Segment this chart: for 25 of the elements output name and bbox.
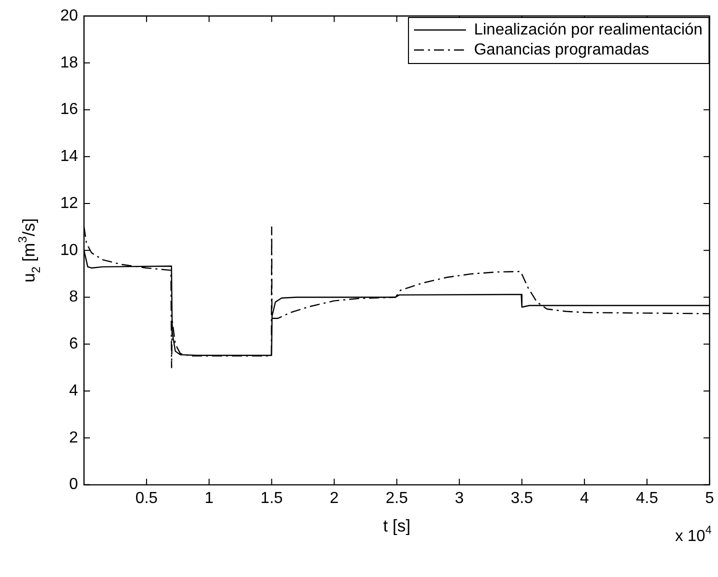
x-axis-title: t [s] [383, 516, 410, 536]
y-tick-label: 2 [69, 429, 78, 446]
x-tick-label: 3.5 [510, 490, 534, 507]
x-tick-label: 2.5 [386, 490, 408, 507]
x-tick-label: 4 [580, 490, 589, 507]
y-tick-label: 4 [69, 382, 78, 400]
legend-label: Ganancias programadas [474, 41, 650, 58]
x-tick-label: 5 [705, 490, 714, 507]
y-tick-label: 8 [69, 288, 78, 306]
x-tick-label: 0.5 [135, 490, 158, 507]
legend-label: Linealización por realimentación [474, 21, 703, 38]
x-tick-label: 3 [454, 490, 464, 507]
y-tick-label: 10 [60, 242, 78, 259]
y-tick-label: 18 [60, 54, 78, 72]
x-tick-label: 2 [330, 490, 339, 507]
x-tick-label: 1.5 [260, 490, 283, 507]
y-tick-label: 20 [60, 7, 78, 24]
y-tick-label: 14 [60, 148, 78, 166]
y-tick-label: 0 [69, 476, 78, 494]
y-tick-label: 16 [60, 101, 78, 118]
x-tick-label: 1 [204, 490, 214, 507]
y-axis-title: u2 [m3/s] [15, 218, 44, 283]
y-tick-label: 6 [69, 336, 78, 353]
x-tick-label: 4.5 [636, 490, 658, 507]
y-tick-label: 12 [60, 194, 78, 212]
